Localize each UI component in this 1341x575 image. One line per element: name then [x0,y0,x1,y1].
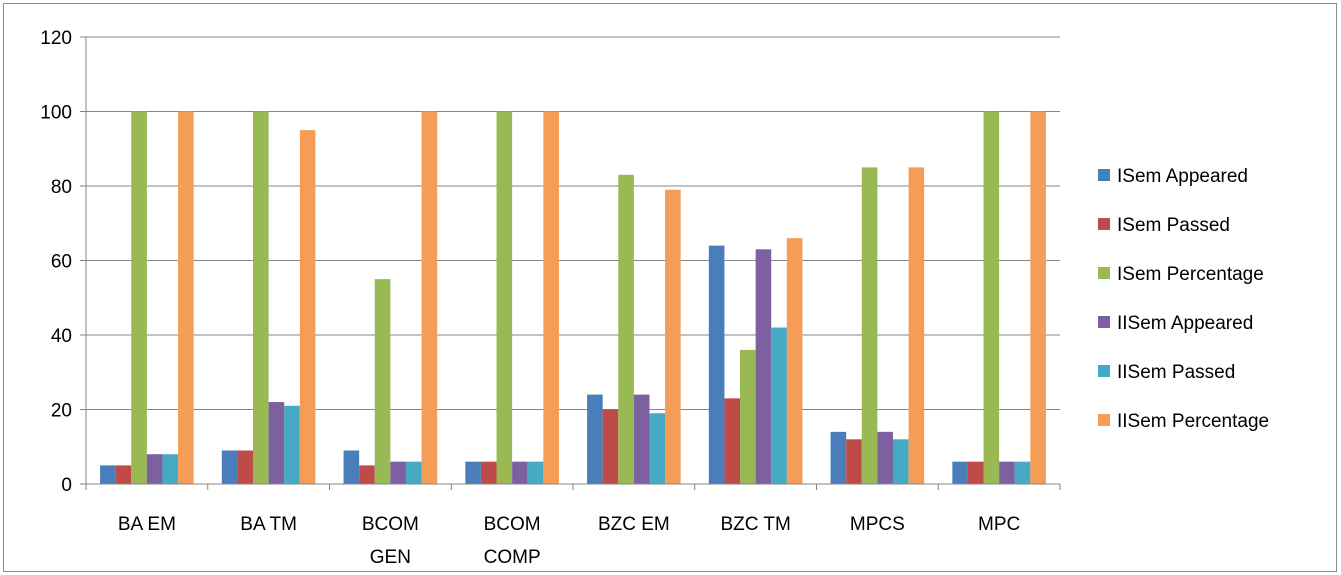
x-tick-label: GEN [370,547,411,568]
bar-isem-appeared [100,465,116,485]
x-tick-labels: BA EM BA TM BCOM GEN BCOM COMP BZC EM BZC TM MPC… [118,514,1020,568]
bar-isem-appeared [708,245,725,484]
legend-label: ISem Appeared [1117,166,1248,187]
bar-isem-passed [602,409,619,484]
bar-iisem-passed [284,405,300,484]
x-tick-label: BA EM [118,514,176,535]
legend-swatch [1098,414,1110,426]
bar-iisem-appeared [146,454,163,484]
y-tick-label: 100 [40,103,72,124]
bar-isem-appeared [830,431,847,484]
bar-iisem-percentage [178,111,194,484]
y-tick-label: 20 [51,401,72,422]
y-tick-label: 40 [51,326,72,347]
x-tick-label: BZC TM [720,514,790,535]
bar-isem-passed [237,450,254,484]
legend-label: IISem Passed [1117,362,1235,383]
bar-isem-percentage [983,111,1000,484]
bar-iisem-appeared [755,249,772,484]
y-tick-label: 60 [51,252,72,273]
chart-frame: 0 20 40 60 80 100 120 BA EM BA TM BCOM GEN BCOM COM… [3,3,1337,572]
bar-isem-passed [359,465,375,485]
legend-swatch [1098,169,1110,181]
bar-isem-appeared [343,450,360,484]
legend-label: ISem Passed [1117,215,1230,236]
x-tick-label: MPC [978,514,1020,535]
bar-isem-percentage [253,111,269,484]
legend-swatch [1098,365,1110,377]
bar-isem-percentage [740,349,756,484]
bar-iisem-appeared [877,431,893,484]
bar-iisem-appeared [633,394,650,484]
bar-iisem-percentage [786,238,803,484]
bar-isem-appeared [465,461,481,484]
bar-iisem-appeared [999,461,1015,484]
legend-label: IISem Appeared [1117,313,1253,334]
y-tick-label: 120 [40,28,72,49]
x-tick-label: BCOM [362,514,419,535]
bar-iisem-passed [405,461,422,484]
bar-iisem-percentage [908,167,925,485]
axes [80,36,1061,490]
bar-iisem-passed [1014,461,1031,484]
bar-isem-passed [480,461,497,484]
legend-swatch [1098,316,1110,328]
bar-isem-percentage [861,167,878,485]
bar-iisem-percentage [543,111,559,484]
bar-iisem-appeared [390,461,406,484]
bar-iisem-percentage [1030,111,1046,484]
bar-iisem-passed [527,461,544,484]
legend-label: IISem Percentage [1117,411,1269,432]
bar-isem-passed [115,465,132,485]
legend: ISem Appeared ISem Passed ISem Percentage I… [1098,166,1269,432]
y-tick-label: 0 [61,475,72,496]
bar-iisem-appeared [512,461,528,484]
legend-label: ISem Percentage [1117,264,1264,285]
bar-isem-appeared [221,450,238,484]
bar-chart: 0 20 40 60 80 100 120 BA EM BA TM BCOM GEN BCOM COM… [40,28,1269,568]
bar-iisem-percentage [421,111,438,484]
y-tick-label: 80 [51,177,72,198]
bar-isem-passed [724,398,741,484]
bar-isem-percentage [496,111,513,484]
bar-iisem-passed [892,439,909,484]
bar-isem-percentage [131,111,147,484]
bar-iisem-passed [162,454,179,484]
bar-iisem-passed [649,413,666,484]
x-tick-label: BZC EM [598,514,670,535]
y-tick-labels: 0 20 40 60 80 100 120 [40,28,72,496]
legend-swatch [1098,218,1110,230]
bar-isem-appeared [952,461,968,484]
legend-swatch [1098,267,1110,279]
bar-iisem-percentage [299,130,316,485]
bar-isem-passed [967,461,984,484]
bar-isem-passed [846,439,862,484]
gridlines [86,36,1060,410]
bars [100,111,1046,485]
bar-iisem-passed [771,327,787,484]
bar-isem-appeared [587,394,603,484]
bar-iisem-appeared [268,402,285,484]
x-tick-label: BA TM [240,514,297,535]
bar-iisem-percentage [665,189,681,485]
x-tick-label: MPCS [850,514,905,535]
bar-isem-percentage [618,174,634,484]
bar-isem-percentage [374,279,391,485]
x-tick-label: COMP [484,547,541,568]
x-tick-label: BCOM [484,514,541,535]
